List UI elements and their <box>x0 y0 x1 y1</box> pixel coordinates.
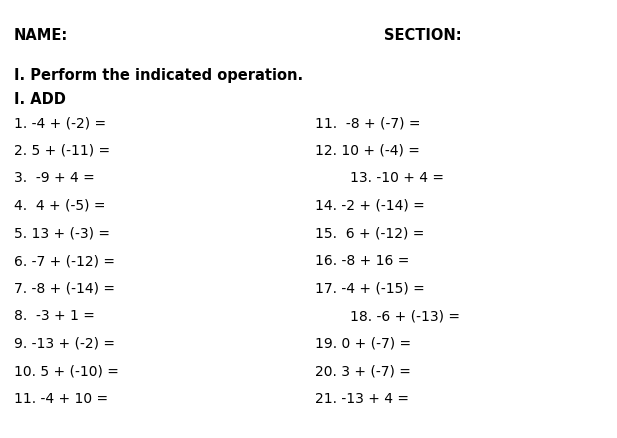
Text: 10. 5 + (-10) =: 10. 5 + (-10) = <box>14 364 118 378</box>
Text: 21. -13 + 4 =: 21. -13 + 4 = <box>315 392 408 406</box>
Text: 19. 0 + (-7) =: 19. 0 + (-7) = <box>315 337 411 351</box>
Text: 8.  -3 + 1 =: 8. -3 + 1 = <box>14 309 94 323</box>
Text: 20. 3 + (-7) =: 20. 3 + (-7) = <box>315 364 410 378</box>
Text: 13. -10 + 4 =: 13. -10 + 4 = <box>315 171 444 185</box>
Text: 4.  4 + (-5) =: 4. 4 + (-5) = <box>14 199 105 213</box>
Text: 15.  6 + (-12) =: 15. 6 + (-12) = <box>315 226 424 240</box>
Text: 11. -4 + 10 =: 11. -4 + 10 = <box>14 392 108 406</box>
Text: 11.  -8 + (-7) =: 11. -8 + (-7) = <box>315 116 420 130</box>
Text: NAME:: NAME: <box>14 28 68 43</box>
Text: 2. 5 + (-11) =: 2. 5 + (-11) = <box>14 144 110 158</box>
Text: 9. -13 + (-2) =: 9. -13 + (-2) = <box>14 337 115 351</box>
Text: I. Perform the indicated operation.: I. Perform the indicated operation. <box>14 68 303 83</box>
Text: I. ADD: I. ADD <box>14 92 65 107</box>
Text: 17. -4 + (-15) =: 17. -4 + (-15) = <box>315 282 424 296</box>
Text: 12. 10 + (-4) =: 12. 10 + (-4) = <box>315 144 420 158</box>
Text: 5. 13 + (-3) =: 5. 13 + (-3) = <box>14 226 110 240</box>
Text: 3.  -9 + 4 =: 3. -9 + 4 = <box>14 171 94 185</box>
Text: SECTION:: SECTION: <box>384 28 462 43</box>
Text: 6. -7 + (-12) =: 6. -7 + (-12) = <box>14 254 115 268</box>
Text: 16. -8 + 16 =: 16. -8 + 16 = <box>315 254 409 268</box>
Text: 14. -2 + (-14) =: 14. -2 + (-14) = <box>315 199 424 213</box>
Text: 1. -4 + (-2) =: 1. -4 + (-2) = <box>14 116 106 130</box>
Text: 18. -6 + (-13) =: 18. -6 + (-13) = <box>315 309 460 323</box>
Text: 7. -8 + (-14) =: 7. -8 + (-14) = <box>14 282 115 296</box>
